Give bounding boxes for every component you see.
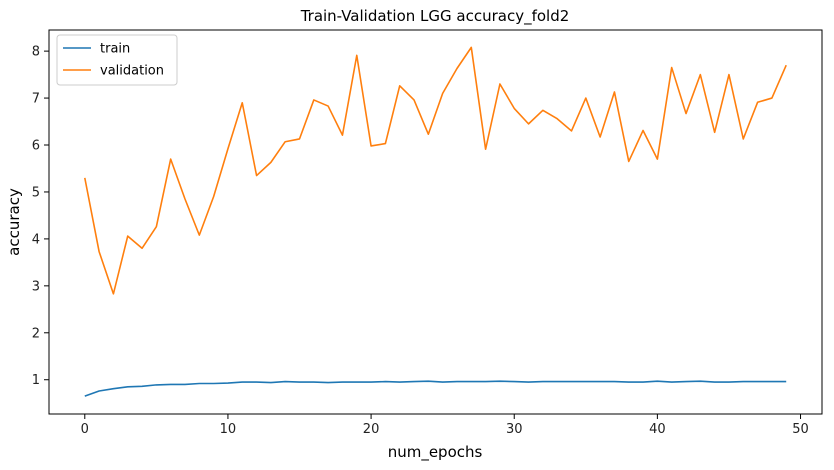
y-tick-label: 7	[32, 92, 40, 107]
legend-label-train: train	[100, 42, 130, 57]
y-tick-label: 8	[32, 45, 40, 60]
series-line-validation	[84, 46, 787, 295]
chart-title: Train-Validation LGG accuracy_fold2	[300, 7, 570, 26]
plot-frame	[48, 29, 823, 415]
y-tick-label: 5	[32, 185, 40, 200]
y-axis: 1 2 3 4 5 6 7 8	[32, 45, 49, 388]
y-tick-label: 4	[32, 232, 40, 247]
x-tick-label: 30	[506, 422, 523, 437]
y-tick-label: 1	[32, 373, 40, 388]
x-axis-label: num_epochs	[388, 443, 483, 462]
x-axis: 0 10 20 30 40 50	[81, 414, 809, 437]
x-tick-label: 20	[363, 422, 380, 437]
series-line-train	[84, 380, 787, 397]
y-tick-label: 2	[32, 326, 40, 341]
series-lines	[84, 46, 787, 397]
y-tick-label: 6	[32, 139, 40, 154]
x-tick-label: 0	[81, 422, 89, 437]
x-tick-label: 50	[792, 422, 809, 437]
legend-label-validation: validation	[100, 64, 164, 79]
y-axis-label: accuracy	[5, 188, 23, 256]
x-tick-label: 10	[220, 422, 237, 437]
legend: train validation	[56, 34, 178, 86]
y-tick-label: 3	[32, 279, 40, 294]
x-tick-label: 40	[649, 422, 666, 437]
